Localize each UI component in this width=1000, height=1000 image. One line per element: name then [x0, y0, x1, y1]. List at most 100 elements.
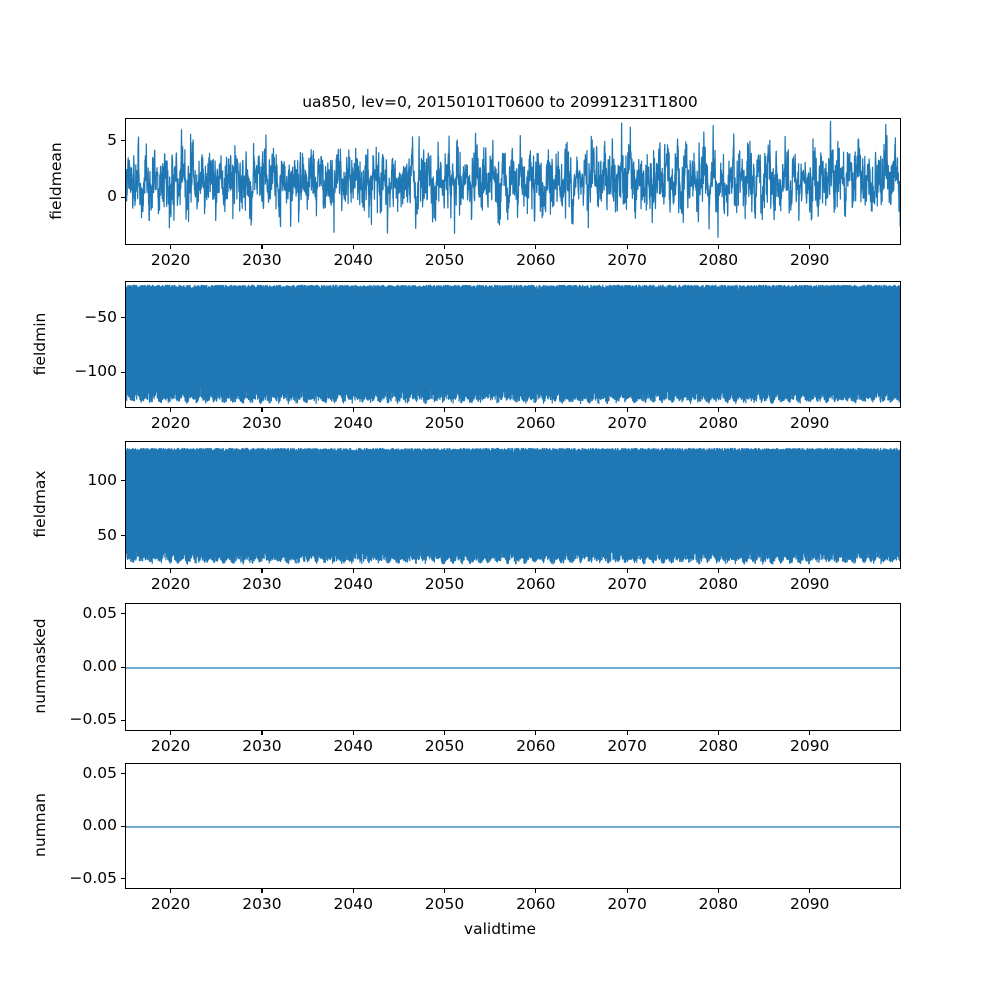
- xtick-mark: [261, 731, 263, 735]
- xtick-label: 2060: [516, 414, 556, 432]
- xtick-label: 2020: [150, 251, 191, 269]
- xtick-mark: [535, 245, 537, 249]
- xtick-mark: [170, 408, 172, 412]
- xtick-label: 2030: [242, 414, 282, 432]
- xtick-label: 2040: [333, 414, 373, 432]
- ytick-mark: [121, 140, 125, 142]
- ytick-mark: [121, 480, 125, 482]
- xtick-label: 2090: [789, 251, 830, 269]
- xtick-label: 2060: [516, 737, 556, 755]
- xtick-mark: [352, 731, 354, 735]
- ytick-mark: [121, 666, 125, 668]
- xtick-label: 2090: [789, 414, 830, 432]
- xtick-mark: [170, 731, 172, 735]
- xtick-label: 2070: [607, 575, 647, 593]
- xtick-label: 2080: [698, 414, 739, 432]
- xtick-mark: [261, 889, 263, 893]
- xtick-mark: [261, 569, 263, 573]
- plot-line-fieldmean: [126, 120, 900, 238]
- ytick-mark: [121, 371, 125, 373]
- xtick-label: 2030: [242, 251, 282, 269]
- ytick-mark: [121, 317, 125, 319]
- ytick-label: −100: [74, 362, 117, 381]
- ytick-label: −50: [84, 307, 117, 326]
- xtick-label: 2050: [424, 251, 465, 269]
- xtick-mark: [626, 408, 628, 412]
- xtick-label: 2040: [333, 895, 373, 913]
- xtick-label: 2040: [333, 575, 373, 593]
- xtick-mark: [809, 408, 811, 412]
- xtick-mark: [261, 245, 263, 249]
- xtick-label: 2020: [150, 414, 191, 432]
- xtick-label: 2050: [424, 737, 465, 755]
- xtick-mark: [717, 245, 719, 249]
- ytick-mark: [121, 613, 125, 615]
- xtick-mark: [717, 731, 719, 735]
- ytick-mark: [121, 773, 125, 775]
- xtick-mark: [809, 569, 811, 573]
- xtick-mark: [535, 889, 537, 893]
- xtick-label: 2090: [789, 895, 830, 913]
- ytick-mark: [121, 878, 125, 880]
- y-axis-label-numnan: numnan: [31, 793, 49, 857]
- xtick-mark: [809, 245, 811, 249]
- xtick-mark: [717, 408, 719, 412]
- xtick-mark: [626, 889, 628, 893]
- xtick-mark: [352, 569, 354, 573]
- xtick-label: 2070: [607, 737, 647, 755]
- xtick-label: 2090: [789, 737, 830, 755]
- xtick-mark: [444, 731, 446, 735]
- xtick-label: 2040: [333, 737, 373, 755]
- ytick-label: 5: [107, 130, 117, 149]
- xtick-mark: [626, 245, 628, 249]
- ytick-label: 0: [107, 187, 117, 206]
- plot-line-numnan: [126, 826, 900, 828]
- xtick-label: 2080: [698, 737, 739, 755]
- xtick-label: 2020: [150, 737, 191, 755]
- plot-line-fieldmax: [126, 447, 900, 565]
- xtick-label: 2070: [607, 251, 647, 269]
- panel-numnan: [125, 763, 901, 889]
- xtick-mark: [535, 408, 537, 412]
- xtick-label: 2030: [242, 575, 282, 593]
- ytick-label: 0.05: [82, 763, 117, 782]
- xtick-label: 2030: [242, 895, 282, 913]
- xtick-label: 2060: [516, 895, 556, 913]
- xtick-mark: [261, 408, 263, 412]
- xtick-mark: [809, 731, 811, 735]
- xtick-mark: [444, 245, 446, 249]
- xtick-label: 2080: [698, 575, 739, 593]
- xtick-label: 2080: [698, 895, 739, 913]
- xtick-mark: [626, 569, 628, 573]
- xtick-mark: [717, 569, 719, 573]
- xtick-label: 2090: [789, 575, 830, 593]
- xtick-mark: [352, 889, 354, 893]
- xtick-label: 2020: [150, 895, 191, 913]
- xtick-mark: [444, 569, 446, 573]
- axes-frame-nummasked: [125, 603, 901, 731]
- ytick-label: 0.00: [82, 657, 117, 675]
- ytick-mark: [121, 535, 125, 537]
- ytick-mark: [121, 719, 125, 721]
- ytick-label: 100: [87, 470, 117, 489]
- ytick-label: −0.05: [69, 868, 118, 887]
- xtick-mark: [626, 731, 628, 735]
- xtick-label: 2040: [333, 251, 373, 269]
- ytick-mark: [121, 825, 125, 827]
- xtick-label: 2080: [698, 251, 739, 269]
- xtick-label: 2030: [242, 737, 282, 755]
- xtick-mark: [170, 569, 172, 573]
- xtick-mark: [352, 245, 354, 249]
- xtick-mark: [717, 889, 719, 893]
- xtick-label: 2020: [150, 575, 191, 593]
- ytick-label: 50: [97, 525, 117, 544]
- xtick-label: 2070: [607, 895, 647, 913]
- ytick-label: 0.05: [82, 603, 117, 622]
- xtick-label: 2050: [424, 895, 465, 913]
- plot-line-nummasked: [126, 667, 900, 669]
- x-axis-label: validtime: [463, 920, 537, 938]
- xtick-mark: [809, 889, 811, 893]
- panel-fieldmax: [125, 441, 901, 569]
- axes-frame-fieldmin: [125, 281, 901, 408]
